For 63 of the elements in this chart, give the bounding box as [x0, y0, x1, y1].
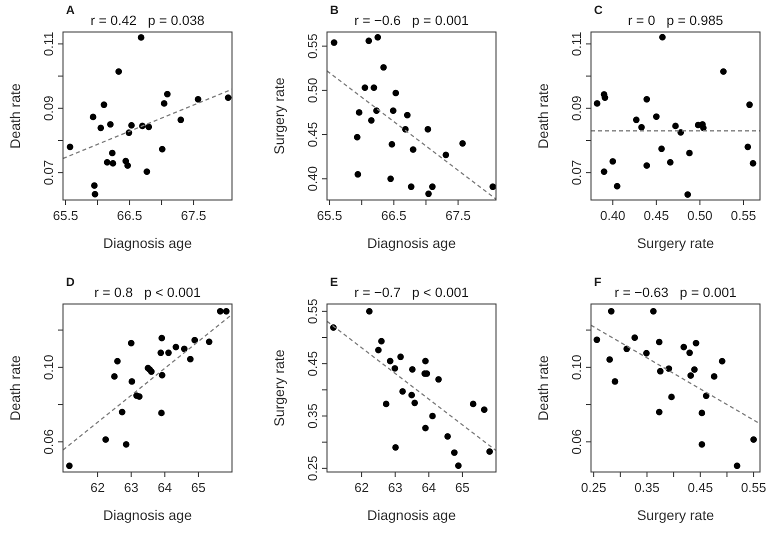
chart-title: r = −0.6 p = 0.001: [354, 13, 469, 28]
x-tick-label: 0.45: [644, 208, 669, 223]
x-tick-label: 65.5: [316, 208, 342, 223]
x-tick-label: 66.5: [381, 208, 406, 223]
x-tick-label: 63: [388, 480, 402, 495]
text: D: [66, 275, 75, 289]
chart-title: r = 0 p = 0.985: [628, 13, 724, 28]
x-tick-label: 0.55: [730, 208, 756, 223]
chart-title: r = 0.8 p < 0.001: [94, 285, 201, 300]
y-tick-label: 0.40: [305, 166, 320, 192]
chart-title: r = 0.42 p = 0.038: [90, 13, 205, 28]
y-tick-label: 0.55: [305, 33, 320, 59]
x-tick-label: 0.25: [581, 480, 606, 495]
text: B: [330, 3, 339, 17]
text: C: [594, 3, 603, 17]
x-tick-label: 67.5: [180, 208, 206, 223]
y-tick-label: 0.06: [569, 429, 584, 454]
y-tick-label: 0.09: [41, 96, 56, 121]
x-tick-label: 0.45: [688, 480, 713, 495]
x-tick-label: 65.5: [52, 208, 78, 223]
y-tick-label: 0.45: [305, 122, 320, 148]
chart-title: r = −0.7 p < 0.001: [354, 285, 469, 300]
x-tick-label: 0.35: [634, 480, 660, 495]
x-axis-title: Diagnosis age: [367, 507, 456, 523]
chart-title: r = −0.63 p = 0.001: [614, 285, 736, 300]
y-tick-label: 0.10: [569, 354, 584, 380]
y-axis-title: Death rate: [535, 83, 551, 149]
y-tick-label: 0.55: [305, 298, 320, 324]
y-axis-title: Death rate: [535, 355, 551, 421]
x-tick-label: 66.5: [116, 208, 142, 223]
x-tick-label: 62: [90, 480, 105, 495]
x-axis-title: Diagnosis age: [103, 507, 192, 523]
x-tick-label: 63: [124, 480, 138, 495]
x-tick-label: 67.5: [445, 208, 471, 223]
y-axis-title: Death rate: [7, 83, 23, 149]
x-tick-label: 64: [158, 480, 172, 495]
y-tick-label: 0.11: [41, 32, 56, 56]
text: A: [66, 3, 75, 17]
x-axis-title: Surgery rate: [636, 235, 714, 251]
x-axis-title: Diagnosis age: [103, 235, 192, 251]
y-tick-label: 0.07: [569, 160, 584, 186]
y-tick-label: 0.06: [41, 429, 56, 454]
y-axis-title: Death rate: [7, 355, 23, 421]
x-tick-label: 0.55: [740, 480, 766, 495]
y-axis-title: Surgery rate: [271, 349, 287, 427]
x-tick-label: 62: [354, 480, 369, 495]
y-tick-label: 0.35: [305, 403, 320, 429]
x-tick-label: 0.50: [687, 208, 713, 223]
y-tick-label: 0.11: [569, 32, 584, 56]
x-tick-label: 0.40: [600, 208, 626, 223]
y-tick-label: 0.09: [569, 96, 584, 121]
x-axis-title: Surgery rate: [636, 507, 714, 523]
text: E: [330, 275, 338, 289]
y-tick-label: 0.10: [41, 354, 56, 380]
y-tick-label: 0.45: [305, 351, 320, 376]
x-axis-title: Diagnosis age: [367, 235, 456, 251]
y-axis-title: Surgery rate: [271, 77, 287, 155]
x-tick-label: 64: [422, 480, 436, 495]
x-tick-label: 65: [191, 480, 206, 495]
y-tick-label: 0.07: [41, 160, 56, 186]
text: F: [594, 275, 602, 289]
x-tick-label: 65: [455, 480, 470, 495]
y-tick-label: 0.50: [305, 78, 320, 104]
